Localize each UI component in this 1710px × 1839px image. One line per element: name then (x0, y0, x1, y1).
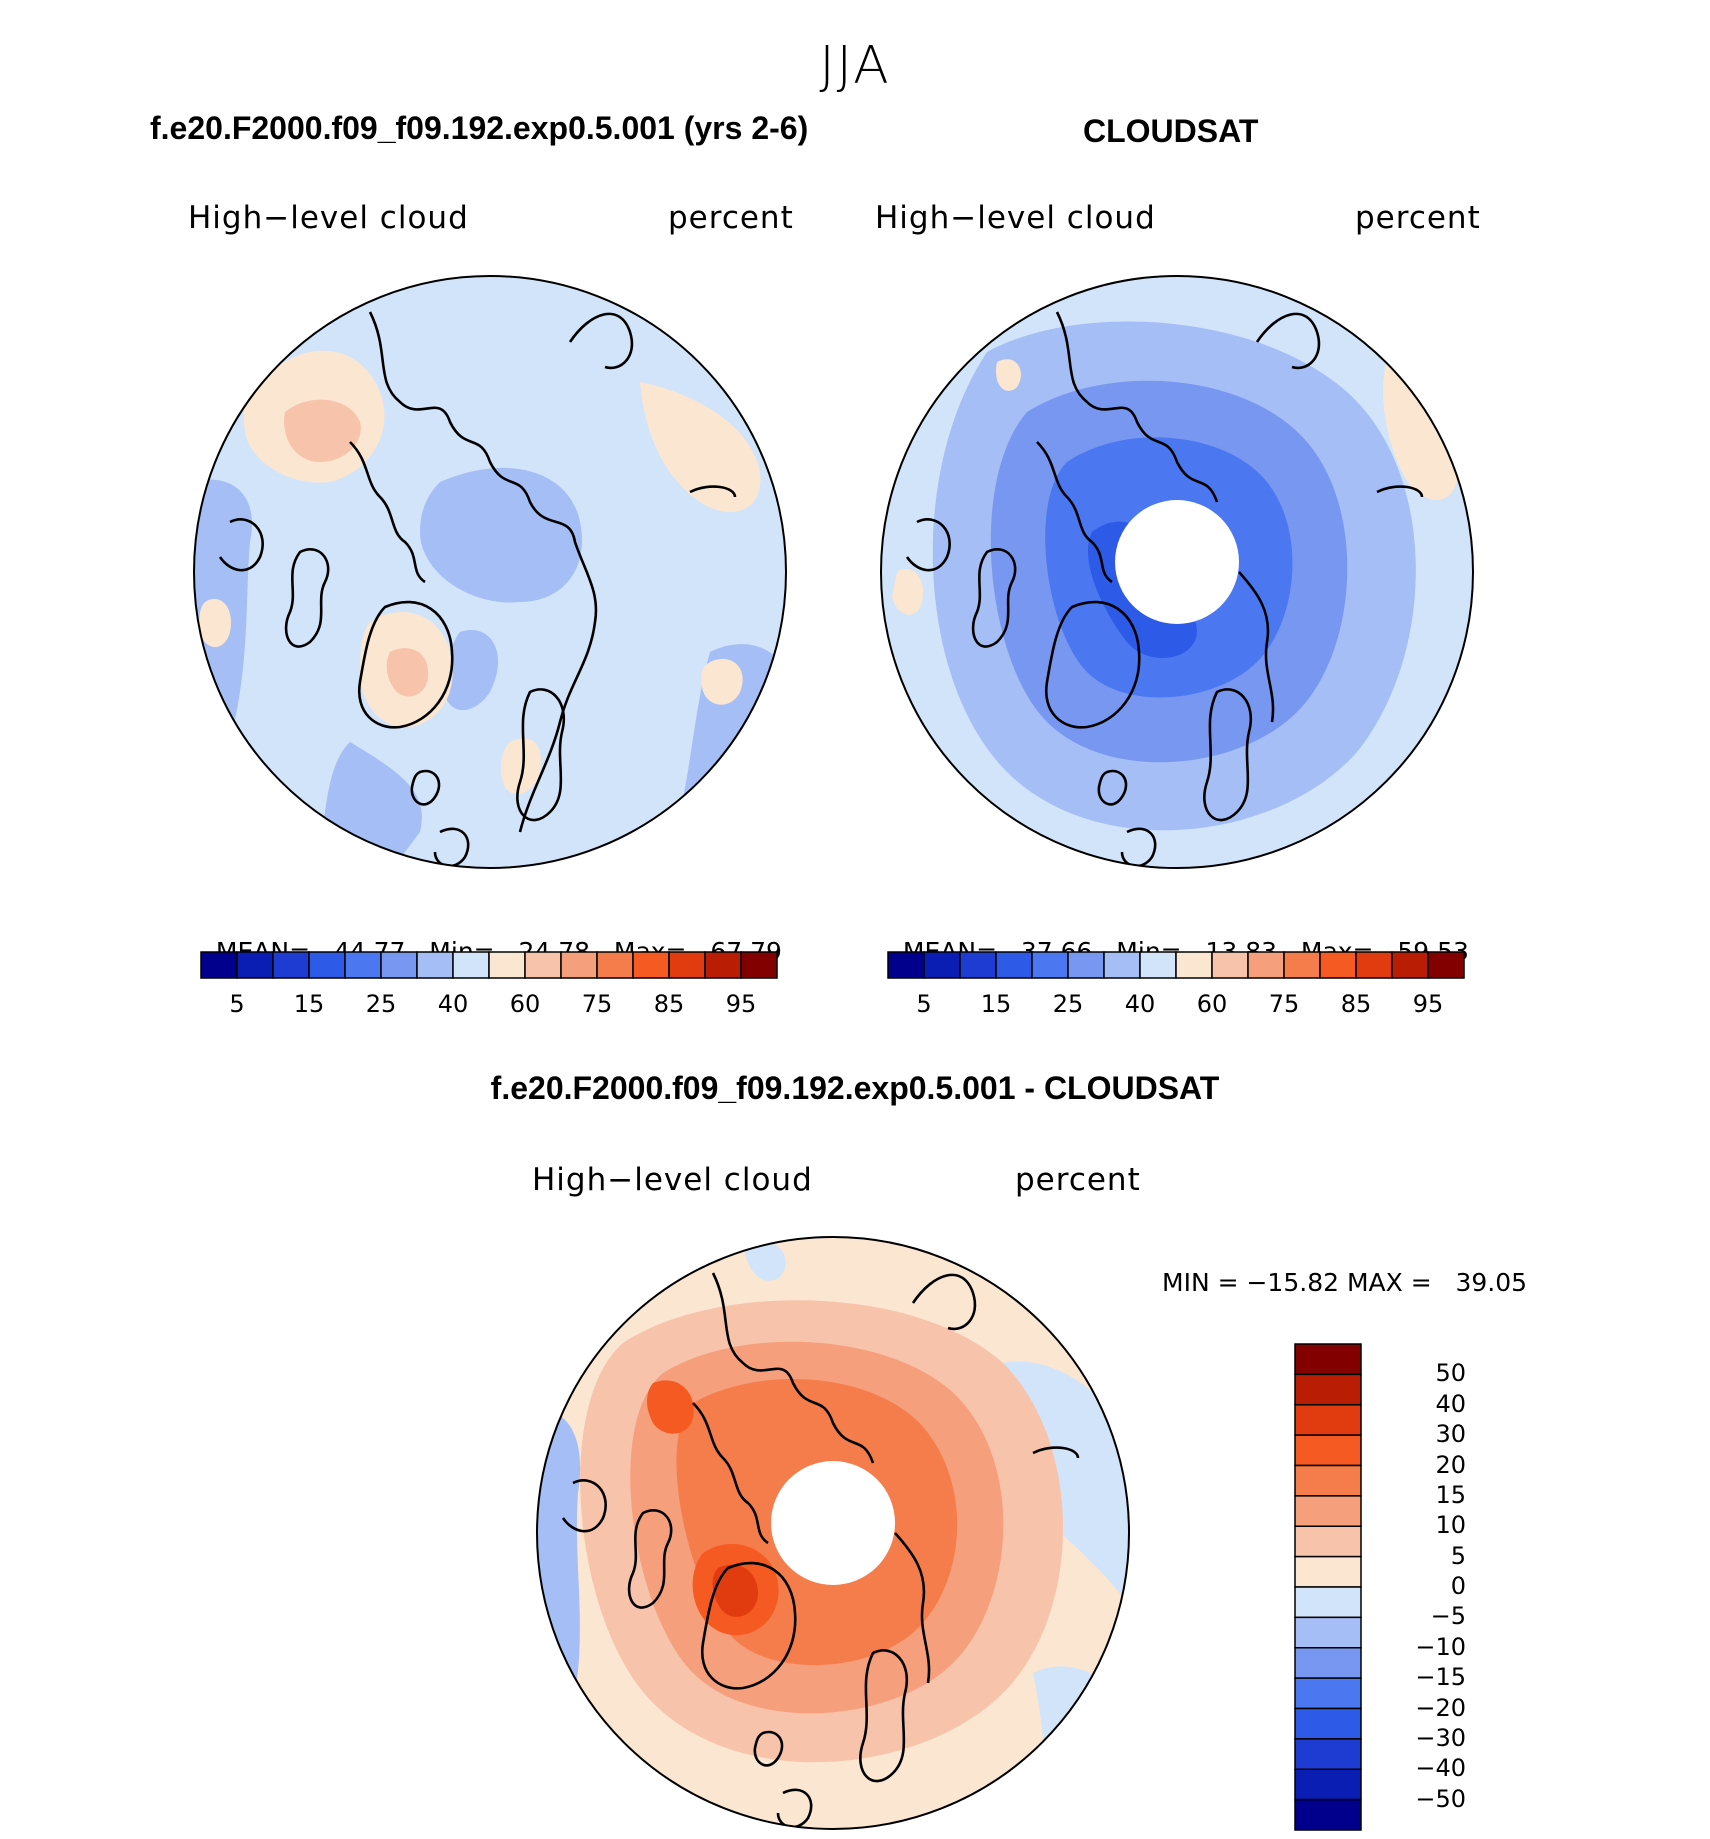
colorbar-tick-label: 5 (229, 990, 245, 1018)
colorbar-box (923, 951, 961, 979)
colorbar-tick-label: 20 (1435, 1450, 1466, 1479)
colorbar-box (1294, 1647, 1362, 1679)
colorbar-tick-label: 15 (293, 990, 325, 1018)
polar-map-cloudsat (880, 275, 1474, 869)
panel-title-difference: f.e20.F2000.f09_f09.192.exp0.5.001 - CLO… (490, 1070, 1220, 1106)
colorbar-box (344, 951, 382, 979)
colorbar-box (1283, 951, 1321, 979)
colorbar-tick-label: 40 (437, 990, 469, 1018)
units-label-model: percent (668, 200, 794, 236)
colorbar-tick-label: 15 (980, 990, 1012, 1018)
colorbar-box (704, 951, 742, 979)
colorbar-box (1294, 1586, 1362, 1619)
units-label-cloudsat: percent (1355, 200, 1481, 236)
colorbar-box (524, 951, 562, 979)
colorbar-tick-label: 5 (916, 990, 932, 1018)
units-label-difference: percent (1015, 1162, 1141, 1198)
panel-title-cloudsat: CLOUDSAT (1083, 113, 1259, 149)
colorbar-box (236, 951, 274, 979)
colorbar-tick-label: 50 (1435, 1359, 1466, 1388)
colorbar-box (1294, 1768, 1362, 1801)
colorbar-tick-label: 40 (1435, 1389, 1466, 1418)
colorbar-box (1211, 951, 1249, 979)
colorbar-box (1294, 1434, 1362, 1467)
colorbar-box (1294, 1404, 1362, 1436)
colorbar-box (1294, 1707, 1362, 1740)
colorbar-tick-label: 60 (509, 990, 541, 1018)
colorbar-box (1355, 951, 1393, 979)
colorbar-tick-label: 95 (725, 990, 757, 1018)
colorbar-box (1294, 1373, 1362, 1406)
colorbar-difference (1294, 1343, 1362, 1831)
colorbar-box (1294, 1738, 1362, 1770)
season-title: JJA (819, 36, 891, 96)
colorbar-tick-label: 85 (653, 990, 685, 1018)
colorbar-box (887, 951, 925, 979)
colorbar-box (308, 951, 346, 979)
colorbar-box (1294, 1677, 1362, 1710)
colorbar-box (1294, 1525, 1362, 1558)
colorbar-box (1103, 951, 1141, 979)
colorbar-box (1294, 1495, 1362, 1527)
colorbar-box (1319, 951, 1357, 979)
colorbar-tick-label: 25 (365, 990, 397, 1018)
polar-map-difference (536, 1236, 1130, 1830)
colorbar-tick-label: 95 (1412, 990, 1444, 1018)
colorbar-tick-label: −10 (1415, 1632, 1466, 1661)
colorbar-box (200, 951, 238, 979)
colorbar-box (488, 951, 526, 979)
colorbar-box (416, 951, 454, 979)
colorbar-box (1175, 951, 1213, 979)
colorbar-box (1391, 951, 1429, 979)
colorbar-box (1294, 1616, 1362, 1649)
colorbar-tick-label: −50 (1415, 1784, 1466, 1813)
colorbar-tick-label: 75 (1268, 990, 1300, 1018)
colorbar-box (632, 951, 670, 979)
colorbar-box (1294, 1798, 1362, 1831)
colorbar-tick-label: −40 (1415, 1754, 1466, 1783)
colorbar-box (1247, 951, 1285, 979)
colorbar-box (740, 951, 778, 979)
colorbar-tick-label: 40 (1124, 990, 1156, 1018)
colorbar-tick-label: 15 (1435, 1480, 1466, 1509)
colorbar-box (380, 951, 418, 979)
variable-label-difference: High−level cloud (532, 1162, 813, 1198)
colorbar-box (1294, 1343, 1362, 1376)
colorbar-box (668, 951, 706, 979)
colorbar-tick-label: 75 (581, 990, 613, 1018)
panel-title-model: f.e20.F2000.f09_f09.192.exp0.5.001 (yrs … (150, 110, 809, 146)
colorbar-box (1294, 1555, 1362, 1588)
colorbar-tick-label: 10 (1435, 1511, 1466, 1540)
colorbar-tick-label: 85 (1340, 990, 1372, 1018)
colorbar-cloudsat (887, 951, 1465, 979)
colorbar-tick-label: 0 (1450, 1572, 1466, 1600)
colorbar-tick-label: 5 (1450, 1541, 1466, 1570)
colorbar-box (959, 951, 997, 979)
variable-label-model: High−level cloud (188, 200, 469, 236)
colorbar-tick-label: 30 (1435, 1420, 1466, 1449)
colorbar-tick-label: −20 (1415, 1693, 1466, 1722)
variable-label-cloudsat: High−level cloud (875, 200, 1156, 236)
colorbar-tick-label: 25 (1052, 990, 1084, 1018)
colorbar-box (1294, 1464, 1362, 1497)
colorbar-box (1139, 951, 1177, 979)
colorbar-model (200, 951, 778, 979)
colorbar-box (272, 951, 310, 979)
colorbar-tick-label: −15 (1415, 1663, 1466, 1692)
colorbar-ticks-model: 5 15 25 40 60 75 85 95 (200, 990, 778, 1020)
colorbar-box (560, 951, 598, 979)
colorbar-box (1427, 951, 1465, 979)
colorbar-tick-label: −30 (1415, 1723, 1466, 1752)
minmax-difference: MIN = −15.82 MAX = 39.05 (1162, 1268, 1528, 1297)
colorbar-box (1067, 951, 1105, 979)
colorbar-box (596, 951, 634, 979)
colorbar-ticks-difference: 50 40 30 20 15 10 5 0 −5 −10 −15 −20 −30 −40 −50 (1376, 1343, 1466, 1831)
colorbar-ticks-cloudsat: 5 15 25 40 60 75 85 95 (887, 990, 1465, 1020)
colorbar-tick-label: 60 (1196, 990, 1228, 1018)
colorbar-box (1031, 951, 1069, 979)
colorbar-tick-label: −5 (1430, 1602, 1466, 1631)
polar-map-model (193, 275, 787, 869)
colorbar-box (995, 951, 1033, 979)
colorbar-box (452, 951, 490, 979)
